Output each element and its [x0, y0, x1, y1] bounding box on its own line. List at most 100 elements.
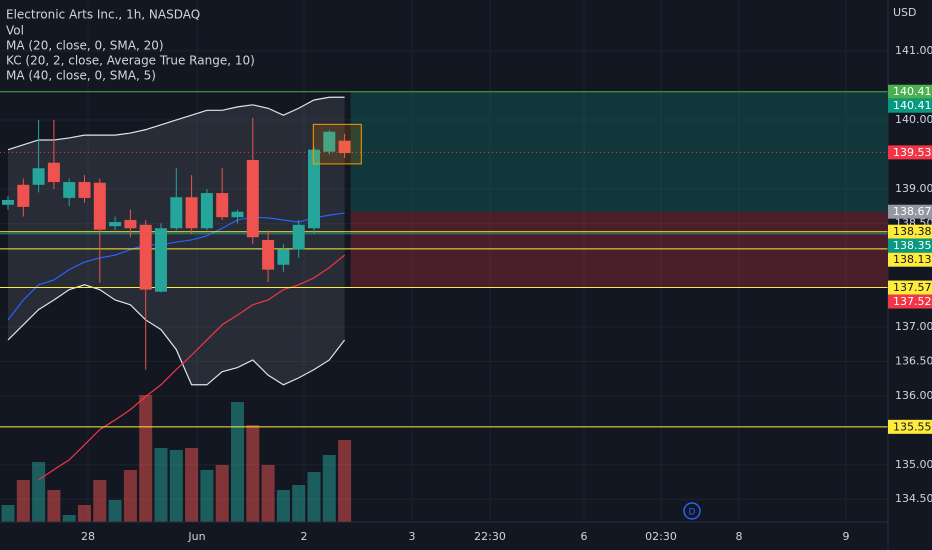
x-tick-label: Jun [187, 530, 205, 543]
volume-bar [32, 462, 46, 522]
candle-body [231, 211, 244, 218]
price-label-bg [888, 419, 932, 434]
price-label: 138.35 [893, 239, 932, 252]
price-label-bg [888, 224, 932, 239]
candle-body [124, 219, 137, 229]
x-tick-label: 22:30 [474, 530, 506, 543]
volume-bar [261, 465, 275, 522]
candle-body [2, 199, 14, 205]
profit-zone [350, 91, 889, 212]
volume-bar [292, 485, 306, 522]
y-tick-label: 141.00 [895, 44, 932, 57]
candle-body [63, 182, 76, 198]
volume-bar [93, 480, 107, 522]
y-tick-label: 137.00 [895, 320, 932, 333]
candle-body [17, 184, 30, 207]
candle-body [32, 168, 45, 185]
candle-body [47, 162, 60, 183]
volume-bar [276, 490, 290, 522]
volume-bar [47, 490, 61, 522]
y-tick-label: 139.00 [895, 182, 932, 195]
candle-body [246, 159, 259, 238]
volume-bar [154, 448, 168, 522]
price-label-bg [888, 294, 932, 309]
x-tick-label: 28 [81, 530, 95, 543]
candle-body [155, 228, 167, 292]
selection-box [312, 123, 362, 165]
legend-line: MA (20, close, 0, SMA, 20) [6, 39, 164, 53]
candle-body [93, 182, 106, 230]
candle-body [262, 239, 275, 270]
price-label: 140.41 [893, 99, 932, 112]
price-label-bg [888, 238, 932, 253]
event-marker[interactable] [683, 502, 701, 520]
legend-line: MA (40, close, 0, SMA, 5) [6, 69, 156, 83]
candle-body [139, 224, 152, 290]
price-label: 135.55 [893, 420, 932, 433]
x-tick-label: 2 [301, 530, 308, 543]
price-label-bg [888, 84, 932, 99]
x-tick-label: 6 [581, 530, 588, 543]
price-label-bg [888, 98, 932, 113]
price-label: 138.13 [893, 253, 932, 266]
price-label: 139.53 [893, 146, 932, 159]
currency: USD [893, 6, 917, 19]
x-tick-label: 3 [409, 530, 416, 543]
x-tick-label: 8 [736, 530, 743, 543]
candle-body [200, 193, 213, 229]
y-tick-label: 134.50 [895, 492, 932, 505]
volume-bar [108, 500, 122, 522]
price-label-bg [888, 204, 932, 219]
candle-body [323, 131, 336, 152]
channel-fill [8, 97, 345, 385]
volume-bar [16, 480, 30, 522]
candle-body [170, 197, 183, 229]
candle-body [109, 222, 122, 227]
price-label: 138.67 [893, 205, 932, 218]
y-tick-label: 140.00 [895, 113, 932, 126]
y-tick-label: 136.00 [895, 389, 932, 402]
candle-body [216, 193, 229, 218]
price-label: 140.41 [893, 85, 932, 98]
volume-bar [1, 505, 15, 522]
volume-bar [338, 440, 352, 522]
indicator-line [7, 284, 346, 386]
x-tick-label: 9 [843, 530, 850, 543]
indicator-line [7, 212, 345, 321]
candle-body [185, 197, 198, 229]
price-label-bg [888, 280, 932, 295]
candle-body [292, 224, 305, 250]
x-tick-label: 02:30 [645, 530, 677, 543]
price-label: 137.57 [893, 281, 932, 294]
volume-bar [62, 515, 76, 522]
price-label-bg [888, 252, 932, 267]
volume-bar [78, 505, 91, 522]
volume-bar [169, 450, 183, 522]
y-tick-label: 135.00 [895, 458, 932, 471]
volume-bar [215, 465, 229, 522]
event-marker-label[interactable]: D [689, 508, 696, 518]
candle-body [308, 149, 320, 229]
y-tick-label: 136.50 [895, 354, 932, 367]
legend-line: Vol [6, 24, 24, 38]
chart-title: Electronic Arts Inc., 1h, NASDAQ [6, 8, 200, 22]
volume-bar [200, 470, 214, 522]
candle-body [277, 249, 290, 265]
volume-bar [231, 402, 244, 522]
candle-body [338, 140, 351, 154]
indicator-line [38, 254, 345, 481]
price-label: 138.38 [893, 225, 932, 238]
volume-bar [307, 472, 321, 522]
indicator-line [7, 96, 345, 151]
volume-bar [322, 455, 336, 522]
volume-bar [139, 395, 153, 522]
price-label-bg [888, 145, 932, 160]
legend-line: KC (20, 2, close, Average True Range, 10… [6, 54, 255, 68]
price-label: 137.52 [893, 295, 932, 308]
candle-body [78, 182, 91, 198]
volume-bar [246, 425, 260, 522]
volume-bar [123, 470, 137, 522]
volume-bar [185, 448, 199, 522]
loss-zone [350, 211, 889, 288]
